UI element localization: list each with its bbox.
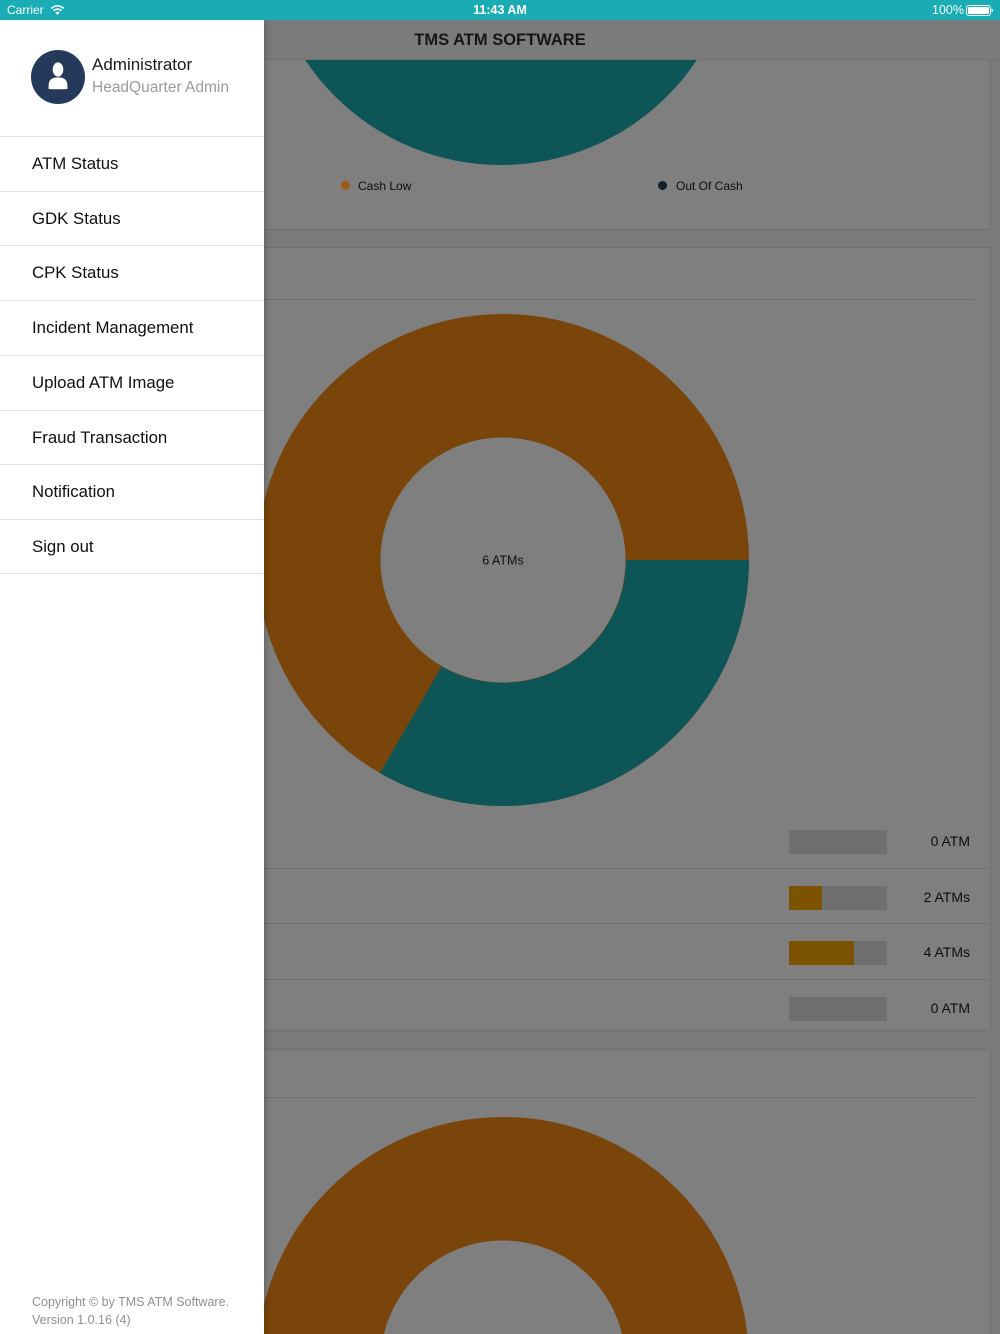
svg-text:6 ATMs: 6 ATMs (482, 554, 523, 568)
